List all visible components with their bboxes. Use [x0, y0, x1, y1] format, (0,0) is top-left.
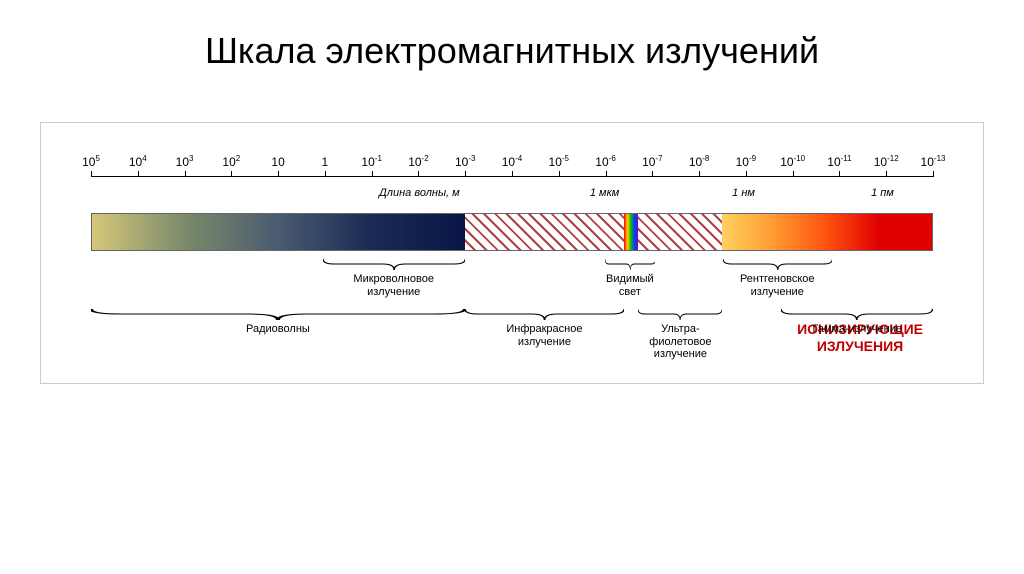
axis-tick [418, 171, 419, 177]
range-brace: Гамма-излучение [781, 307, 933, 336]
range-brace: Рентгеновскоеизлучение [723, 257, 832, 298]
range-label: Радиоволны [91, 323, 465, 336]
range-label: Рентгеновскоеизлучение [723, 273, 832, 298]
range-brace: Радиоволны [91, 307, 465, 336]
axis-tick-label: 1 [322, 155, 329, 169]
axis-tick-label: 10-9 [736, 154, 756, 169]
range-label: Видимыйсвет [605, 273, 656, 298]
axis-tick-label: 105 [82, 154, 100, 169]
axis-tick [886, 171, 887, 177]
axis-tick-label: 102 [222, 154, 240, 169]
axis-tick [746, 171, 747, 177]
axis-tick [512, 171, 513, 177]
axis-tick [933, 171, 934, 177]
range-brace: Ультра-фиолетовоеизлучение [638, 307, 722, 361]
axis-tick-label: 10-2 [408, 154, 428, 169]
axis-tick-label: 103 [176, 154, 194, 169]
page-title: Шкала электромагнитных излучений [40, 30, 984, 72]
axis-tick [559, 171, 560, 177]
axis-tick-label: 10 [271, 155, 284, 169]
axis-tick [325, 171, 326, 177]
axis-unit-label: 1 нм [732, 187, 755, 199]
axis-tick-label: 10-11 [827, 154, 851, 169]
axis-unit-label: 1 пм [871, 187, 894, 199]
range-brace: Видимыйсвет [605, 257, 656, 298]
axis-tick [652, 171, 653, 177]
axis-tick [91, 171, 92, 177]
axis-tick [606, 171, 607, 177]
axis-tick-label: 10-4 [502, 154, 522, 169]
range-brace: Микроволновоеизлучение [323, 257, 465, 298]
axis-tick [278, 171, 279, 177]
spectrum-segment-xray-gamma [722, 214, 932, 250]
axis-tick [793, 171, 794, 177]
axis-unit-label: 1 мкм [590, 187, 619, 199]
axis-tick-label: 10-6 [595, 154, 615, 169]
axis-tick-label: 10-8 [689, 154, 709, 169]
axis-tick-label: 10-3 [455, 154, 475, 169]
axis-tick-label: 10-1 [361, 154, 381, 169]
axis-caption-row: Длина волны, м 1 мкм 1 нм 1 пм [91, 187, 933, 207]
axis-tick-label: 10-10 [780, 154, 805, 169]
axis-tick [138, 171, 139, 177]
brace-row-top: Микроволновоеизлучение Видимыйсвет Рентген… [91, 257, 933, 303]
range-label: Ультра-фиолетовоеизлучение [638, 323, 722, 361]
range-label: Инфракрасноеизлучение [465, 323, 624, 348]
axis-tick-label: 10-13 [921, 154, 946, 169]
axis-tick [699, 171, 700, 177]
spectrum-segment-radio-microwave [92, 214, 465, 250]
axis-tick-label: 10-7 [642, 154, 662, 169]
axis-tick-label: 10-12 [874, 154, 899, 169]
spectrum-segment-visible [624, 214, 638, 250]
axis-tick [231, 171, 232, 177]
spectrum-segment-ultraviolet [638, 214, 722, 250]
spectrum-segment-infrared [465, 214, 624, 250]
range-label: Микроволновоеизлучение [323, 273, 465, 298]
axis-tick-label: 10-5 [549, 154, 569, 169]
wavelength-axis: 10510410310210110-110-210-310-410-510-61… [91, 153, 933, 177]
axis-unit-label: Длина волны, м [379, 187, 460, 199]
range-brace: Инфракрасноеизлучение [465, 307, 624, 348]
axis-tick-label: 104 [129, 154, 147, 169]
axis-tick [372, 171, 373, 177]
axis-tick [465, 171, 466, 177]
spectrum-bar [91, 213, 933, 251]
axis-tick [839, 171, 840, 177]
brace-row-bottom: ИОНИЗИРУЮЩИЕИЗЛУЧЕНИЯ РадиоволныИнфракра… [91, 307, 933, 353]
range-label: Гамма-излучение [781, 323, 933, 336]
spectrum-chart: 10510410310210110-110-210-310-410-510-61… [40, 122, 984, 384]
axis-tick [185, 171, 186, 177]
